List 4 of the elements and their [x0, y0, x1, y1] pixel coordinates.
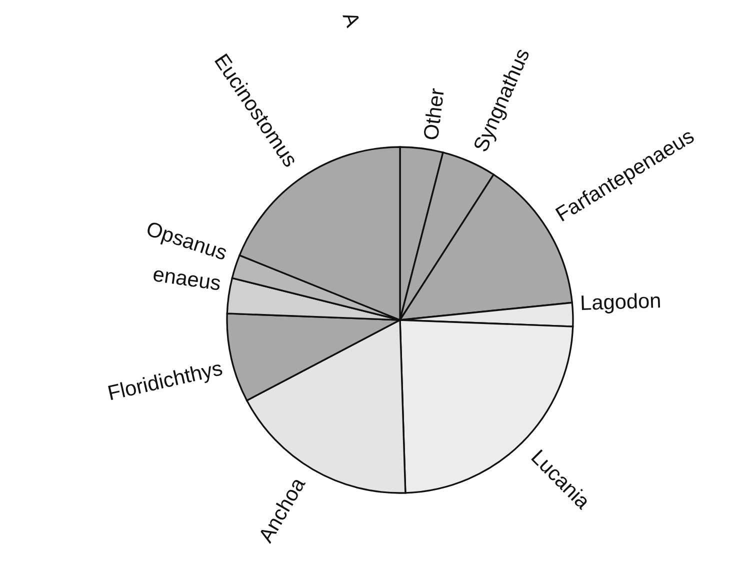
slice-label: Other	[422, 88, 444, 140]
slice-label: Lagodon	[582, 292, 660, 314]
slice-label: enaeus	[152, 270, 221, 290]
text: A	[342, 10, 361, 28]
